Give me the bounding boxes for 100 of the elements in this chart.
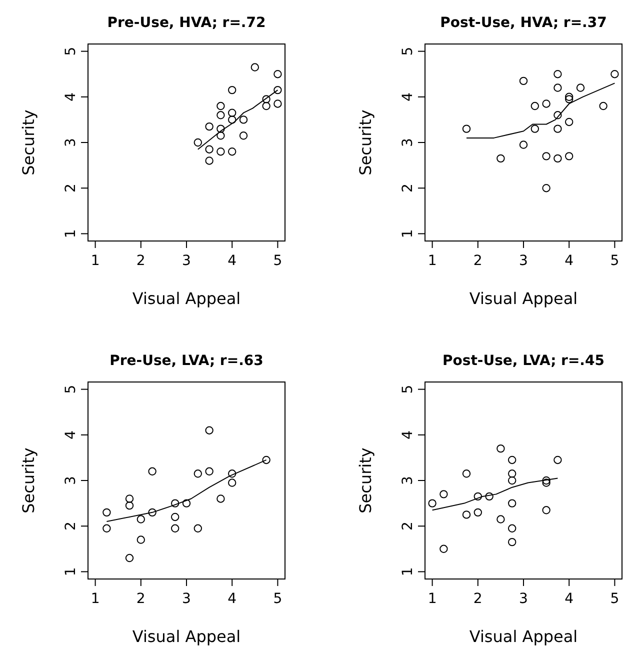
- point: [148, 467, 156, 476]
- y-tick-label: 5: [400, 46, 416, 56]
- x-tick-label: 4: [228, 253, 237, 269]
- y-tick-label: 5: [63, 46, 79, 56]
- x-tick-label: 3: [519, 591, 528, 607]
- chart-title: Post-Use, LVA; r=.45: [442, 353, 604, 369]
- point: [274, 100, 282, 108]
- y-tick-label: 1: [63, 567, 79, 576]
- x-tick-label: 2: [136, 253, 146, 269]
- point: [565, 118, 574, 126]
- point: [554, 456, 562, 464]
- point: [462, 510, 471, 519]
- line-series: [432, 478, 558, 511]
- point: [171, 524, 180, 532]
- x-tick-label: 1: [428, 591, 437, 607]
- point: [125, 494, 134, 503]
- point: [239, 132, 248, 140]
- point: [542, 476, 550, 485]
- point: [462, 124, 471, 133]
- y-tick-label: 3: [400, 138, 416, 147]
- chart-title: Pre-Use, HVA; r=.72: [107, 15, 266, 31]
- point: [519, 140, 528, 149]
- point: [542, 478, 550, 487]
- y-tick-label: 3: [63, 138, 79, 147]
- y-tick-label: 2: [400, 522, 416, 531]
- x-tick-label: 4: [564, 253, 574, 269]
- x-tick-label: 5: [273, 253, 282, 269]
- point: [194, 470, 202, 478]
- point: [250, 63, 260, 72]
- y-axis-title: Security: [356, 110, 375, 176]
- x-tick-label: 2: [473, 253, 482, 269]
- point: [508, 470, 516, 478]
- x-tick-label: 4: [564, 591, 574, 607]
- point: [274, 70, 282, 78]
- y-axis-title: Security: [19, 110, 38, 176]
- point: [102, 508, 111, 517]
- point: [565, 92, 574, 101]
- y-tick-label: 4: [400, 92, 416, 102]
- point: [554, 111, 562, 120]
- point: [148, 508, 156, 517]
- chart-title: Post-Use, HVA; r=.37: [440, 15, 607, 31]
- y-tick-label: 1: [400, 229, 416, 238]
- x-axis-title: Visual Appeal: [132, 627, 241, 646]
- y-tick-label: 4: [63, 92, 79, 102]
- y-tick-label: 1: [63, 229, 79, 238]
- point: [182, 499, 191, 508]
- point: [496, 515, 505, 524]
- point: [508, 476, 516, 485]
- y-axis-title: Security: [19, 448, 38, 514]
- y-axis-title: Security: [356, 448, 375, 514]
- point: [216, 111, 225, 120]
- point: [496, 444, 505, 453]
- point: [554, 124, 562, 133]
- y-tick-label: 3: [400, 476, 416, 485]
- x-tick-label: 5: [610, 591, 620, 607]
- point: [216, 124, 225, 133]
- point: [599, 102, 608, 110]
- point: [485, 492, 494, 501]
- point: [194, 138, 202, 147]
- point: [565, 152, 574, 160]
- x-tick-label: 4: [228, 591, 237, 607]
- y-tick-label: 1: [400, 567, 416, 576]
- chart-title: Pre-Use, LVA; r=.63: [110, 353, 264, 369]
- point: [205, 122, 214, 131]
- point: [554, 70, 562, 78]
- point: [216, 494, 225, 503]
- point: [262, 95, 270, 104]
- point: [542, 152, 550, 160]
- point: [205, 145, 214, 154]
- point: [542, 184, 550, 192]
- y-tick-label: 4: [63, 430, 79, 440]
- y-tick-label: 3: [63, 476, 79, 485]
- point: [576, 84, 585, 92]
- point: [239, 116, 248, 124]
- point: [228, 86, 236, 94]
- x-axis-title: Visual Appeal: [469, 627, 578, 646]
- point: [205, 467, 214, 476]
- point: [228, 116, 236, 124]
- point: [205, 426, 214, 434]
- point: [216, 148, 225, 156]
- point: [216, 102, 225, 110]
- point: [125, 554, 134, 562]
- point: [530, 124, 539, 133]
- point: [262, 102, 270, 110]
- point: [274, 86, 282, 94]
- x-tick-label: 1: [90, 591, 100, 607]
- x-tick-label: 2: [473, 591, 482, 607]
- point: [474, 508, 482, 517]
- point: [565, 95, 574, 104]
- x-tick-label: 3: [182, 253, 191, 269]
- x-tick-label: 5: [273, 591, 282, 607]
- point: [508, 538, 516, 546]
- point: [530, 102, 539, 110]
- point: [102, 524, 111, 532]
- point: [205, 156, 214, 165]
- point: [519, 76, 528, 86]
- point: [610, 70, 619, 78]
- point: [262, 456, 270, 464]
- point: [508, 456, 516, 464]
- point: [440, 490, 448, 498]
